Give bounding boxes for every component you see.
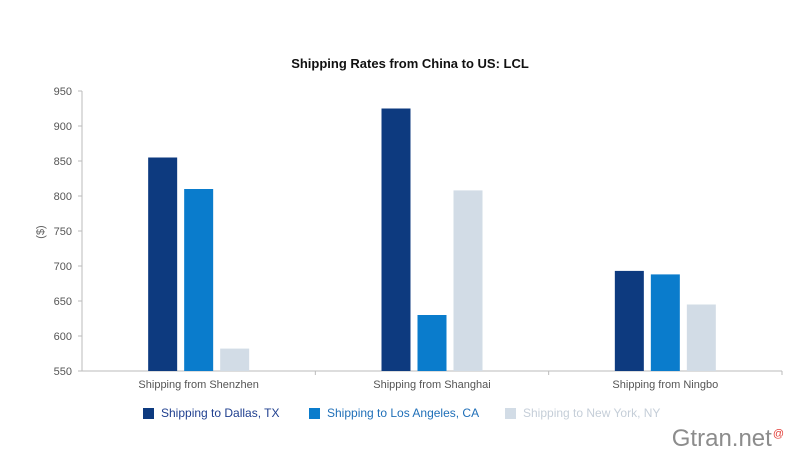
bar [381,108,411,371]
y-tick-label: 850 [54,156,72,168]
legend-swatch [505,407,516,419]
y-tick-label: 750 [54,226,72,238]
legend-item-los-angeles[interactable]: Shipping to Los Angeles, CA [309,406,479,420]
bar [148,157,178,371]
y-tick-label: 600 [54,331,72,343]
bar [650,274,680,371]
bar [686,304,716,371]
watermark-mark: @ [772,428,784,440]
bar [614,270,644,371]
legend-label: Shipping to Dallas, TX [161,406,280,420]
legend-swatch [143,407,154,419]
x-tick-label: Shipping from Shenzhen [138,379,258,391]
watermark-logo: Gtran.net@ [672,425,784,453]
legend-item-dallas[interactable]: Shipping to Dallas, TX [143,406,280,420]
legend-label: Shipping to Los Angeles, CA [327,406,480,420]
bar [184,189,214,371]
legend-item-new-york[interactable]: Shipping to New York, NY [505,406,660,420]
y-tick-label: 950 [54,86,72,98]
x-tick-label: Shipping from Shanghai [373,379,490,391]
bar [417,315,447,371]
y-tick-label: 550 [54,366,72,378]
bar [453,190,483,371]
y-tick-label: 700 [54,261,72,273]
x-tick-label: Shipping from Ningbo [612,379,718,391]
watermark-text: Gtran.net [671,425,772,452]
bar [220,348,250,371]
legend-swatch [309,407,320,419]
y-tick-label: 800 [54,191,72,203]
legend-label: Shipping to New York, NY [523,406,661,420]
axes: 550 600 650 700 750 800 850 900 950 Shipping from… [54,86,783,391]
bar-chart: Shipping Rates from China to US: LCL ($)… [35,56,783,391]
chart-title: Shipping Rates from China to US: LCL [291,56,529,71]
y-tick-label: 650 [54,296,72,308]
bars [148,108,716,371]
y-tick-label: 900 [54,121,72,133]
y-axis-label: ($) [35,225,47,238]
